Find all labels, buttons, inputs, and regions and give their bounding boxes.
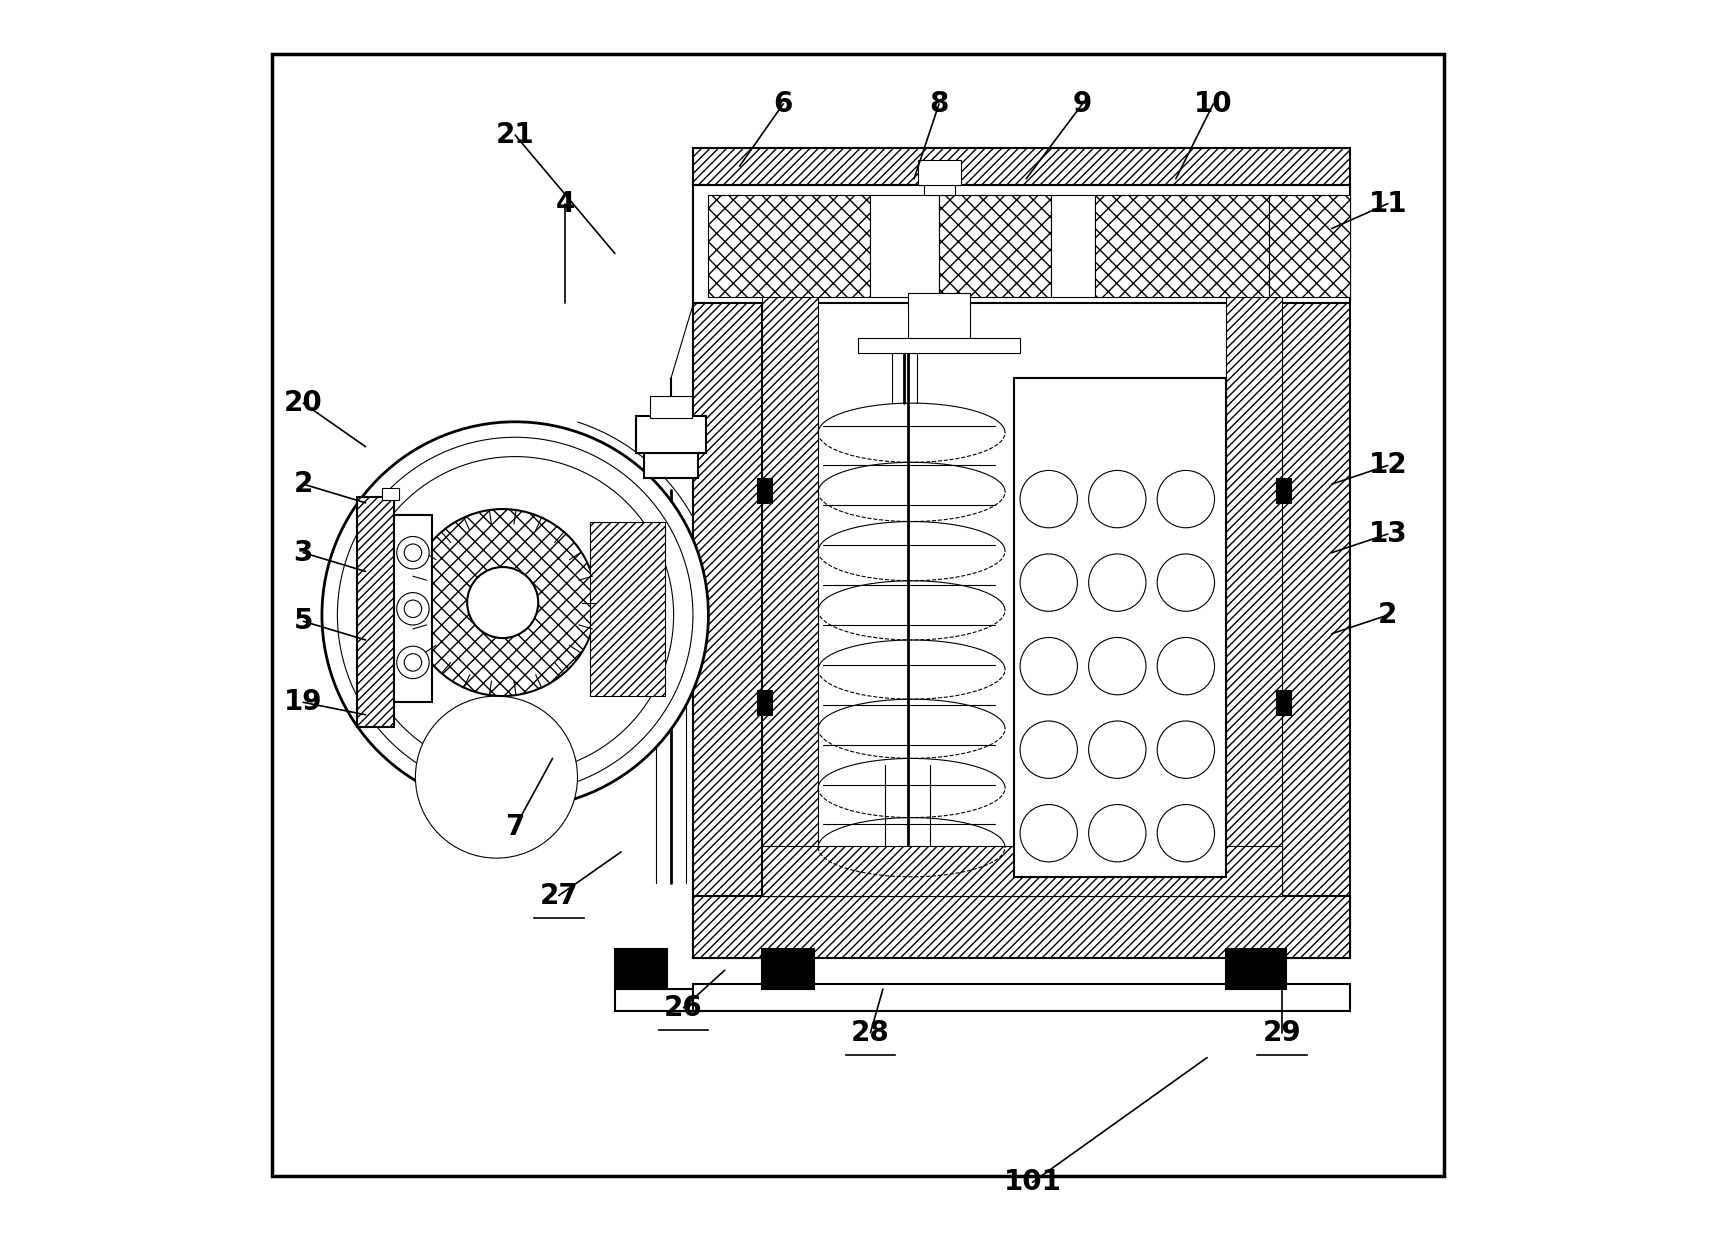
Circle shape xyxy=(1088,722,1146,778)
Circle shape xyxy=(1088,553,1146,611)
Circle shape xyxy=(1157,804,1215,862)
Circle shape xyxy=(405,543,422,561)
Bar xyxy=(357,497,395,727)
Bar xyxy=(1225,272,1282,896)
Circle shape xyxy=(1157,553,1215,611)
Circle shape xyxy=(1019,722,1078,778)
Bar xyxy=(637,415,705,453)
Text: 27: 27 xyxy=(539,881,578,910)
Text: 21: 21 xyxy=(496,120,534,149)
Circle shape xyxy=(1157,722,1215,778)
Circle shape xyxy=(396,646,429,679)
Bar xyxy=(709,195,870,297)
Circle shape xyxy=(1019,804,1078,862)
Bar xyxy=(614,949,668,989)
Text: 2: 2 xyxy=(293,471,312,498)
Bar xyxy=(757,478,772,503)
Bar xyxy=(1270,195,1350,297)
Text: 12: 12 xyxy=(1369,452,1407,479)
Bar xyxy=(858,339,1019,353)
Circle shape xyxy=(405,654,422,671)
Text: 7: 7 xyxy=(506,813,525,841)
Bar xyxy=(693,178,1350,272)
Bar xyxy=(1052,195,1095,297)
Text: 4: 4 xyxy=(556,190,575,217)
Circle shape xyxy=(415,697,578,858)
Text: 6: 6 xyxy=(774,90,793,118)
Bar xyxy=(693,896,1350,958)
Bar xyxy=(1225,949,1285,989)
Circle shape xyxy=(396,592,429,625)
Text: 101: 101 xyxy=(1004,1168,1062,1196)
Circle shape xyxy=(408,510,595,697)
Text: 8: 8 xyxy=(930,90,949,118)
Text: 11: 11 xyxy=(1369,190,1407,217)
Bar xyxy=(918,159,961,184)
Bar xyxy=(1282,272,1350,958)
Text: 3: 3 xyxy=(293,538,312,567)
Circle shape xyxy=(1157,471,1215,528)
Bar xyxy=(762,949,815,989)
Text: 10: 10 xyxy=(1194,90,1232,118)
Circle shape xyxy=(1019,553,1078,611)
Bar xyxy=(762,846,1282,896)
Bar xyxy=(925,176,956,195)
Bar xyxy=(693,148,1350,184)
Bar xyxy=(395,516,432,703)
Text: 13: 13 xyxy=(1369,520,1407,548)
Circle shape xyxy=(405,600,422,617)
Circle shape xyxy=(323,422,709,808)
Bar xyxy=(1275,478,1290,503)
Circle shape xyxy=(467,567,539,638)
Bar xyxy=(693,984,1350,1012)
Bar xyxy=(381,488,400,501)
Bar xyxy=(757,690,772,715)
Bar xyxy=(1014,378,1225,877)
Text: 26: 26 xyxy=(664,994,704,1022)
Bar xyxy=(762,272,819,896)
Text: 5: 5 xyxy=(293,607,312,635)
Bar xyxy=(870,195,939,297)
Bar xyxy=(1275,690,1290,715)
Text: 28: 28 xyxy=(851,1019,891,1047)
Text: 29: 29 xyxy=(1263,1019,1301,1047)
Circle shape xyxy=(1157,638,1215,695)
Bar xyxy=(644,422,698,478)
Bar xyxy=(762,272,1282,896)
Text: 9: 9 xyxy=(1072,90,1091,118)
Bar xyxy=(693,184,1350,304)
Circle shape xyxy=(396,536,429,569)
Bar xyxy=(650,395,692,418)
Bar xyxy=(693,272,762,958)
Bar xyxy=(1095,195,1270,297)
Text: 20: 20 xyxy=(283,389,323,417)
Text: 2: 2 xyxy=(1378,601,1397,629)
Text: 19: 19 xyxy=(283,688,323,717)
Bar xyxy=(908,294,970,341)
Circle shape xyxy=(1088,638,1146,695)
Circle shape xyxy=(1088,471,1146,528)
Circle shape xyxy=(1019,638,1078,695)
Circle shape xyxy=(1019,471,1078,528)
Bar xyxy=(939,195,1052,297)
Circle shape xyxy=(1088,804,1146,862)
Bar xyxy=(590,522,664,697)
